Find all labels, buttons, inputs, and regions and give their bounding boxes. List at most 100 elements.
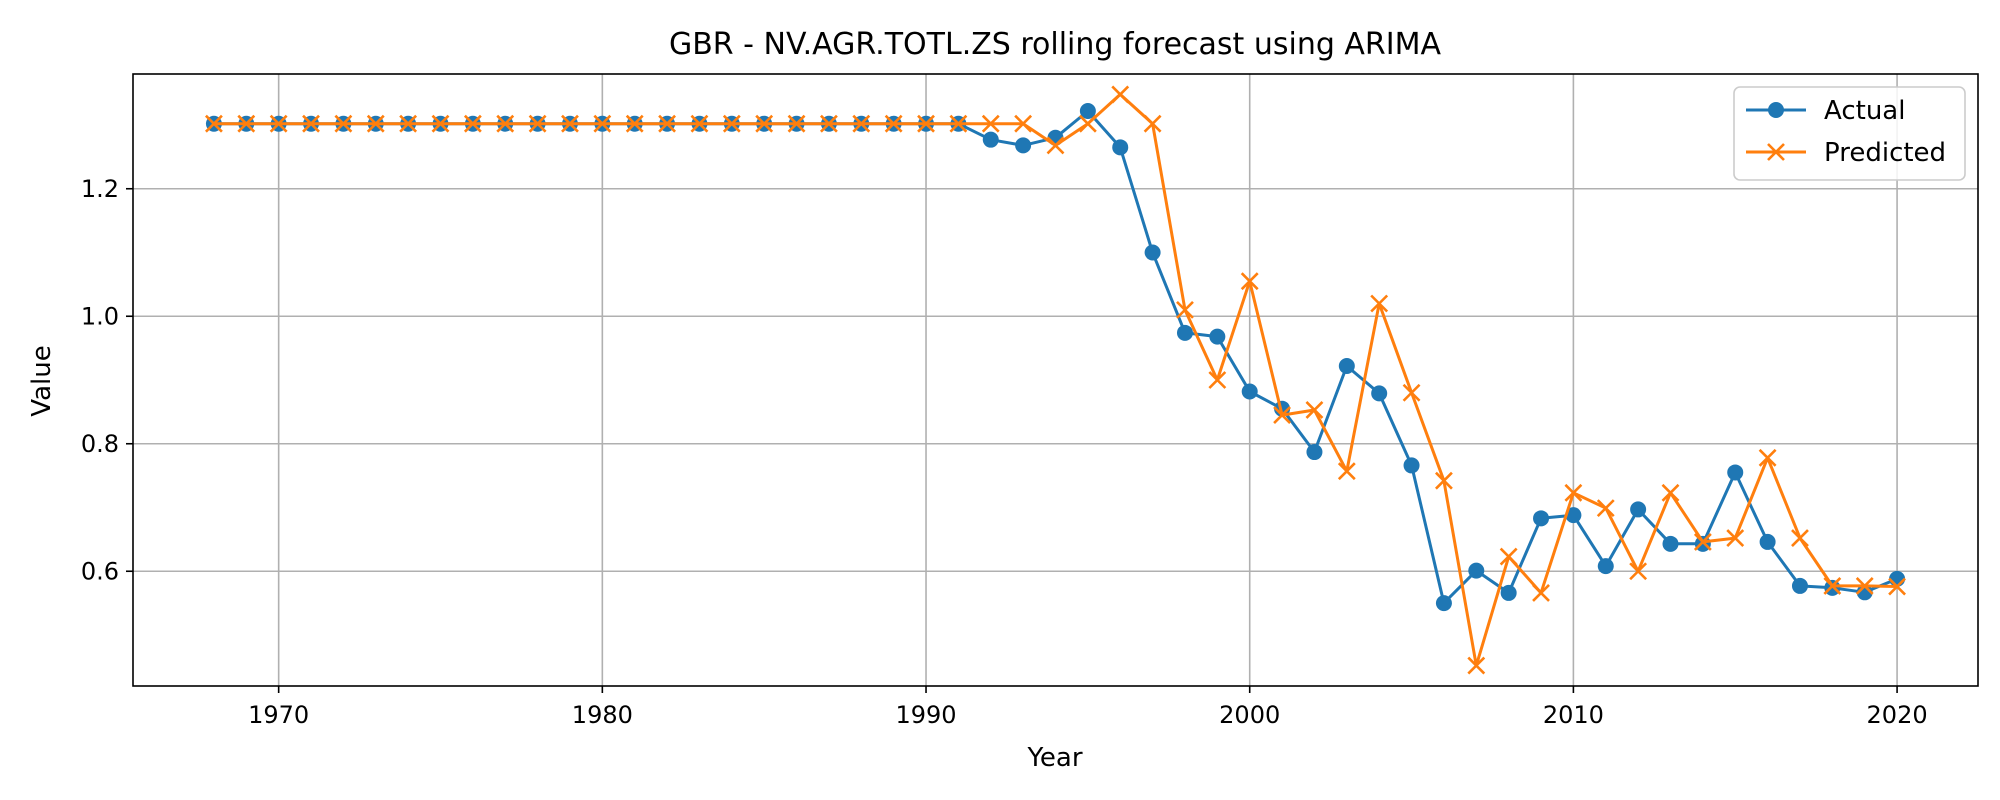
predicted-point [1596, 499, 1615, 518]
actual-point [1759, 533, 1776, 550]
actual-point [1468, 562, 1485, 579]
predicted-point [334, 114, 353, 133]
actual-point [1403, 457, 1420, 474]
y-tick-label: 0.6 [81, 557, 119, 585]
actual-point [1371, 385, 1388, 402]
y-axis: 0.6 0.8 1.0 1.2 [81, 175, 133, 585]
legend-actual-marker [1768, 102, 1784, 118]
chart-title: GBR - NV.AGR.TOTL.ZS rolling forecast us… [669, 27, 1442, 62]
predicted-point [658, 114, 676, 133]
actual-point [1824, 579, 1841, 596]
actual-point [982, 131, 999, 148]
actual-point [1079, 102, 1096, 119]
predicted-point [237, 114, 256, 133]
predicted-point [1014, 114, 1033, 133]
predicted-point [1143, 114, 1162, 133]
predicted-point [755, 114, 774, 133]
y-tick-label: 1.0 [81, 302, 119, 330]
predicted-point [1726, 529, 1745, 548]
predicted-point [722, 114, 741, 133]
x-tick-label: 2000 [1219, 701, 1280, 729]
actual-point [1241, 383, 1258, 400]
actual-point [1662, 535, 1679, 552]
predicted-point [1693, 533, 1712, 551]
predicted-point [1791, 529, 1809, 548]
actual-point [1597, 558, 1614, 575]
x-axis: 1970 1980 1990 2000 2010 2020 [248, 686, 1928, 729]
predicted-point [205, 114, 223, 133]
actual-point [1694, 535, 1711, 552]
y-tick-label: 0.8 [81, 430, 119, 458]
x-axis-label: Year [1026, 743, 1082, 773]
predicted-point [1078, 114, 1097, 133]
predicted-point [399, 114, 418, 133]
x-tick-label: 2020 [1867, 701, 1928, 729]
x-tick-label: 1970 [248, 701, 309, 729]
predicted-point [820, 114, 838, 133]
predicted-point [1823, 576, 1842, 595]
y-tick-label: 1.2 [81, 175, 119, 203]
actual-point [1791, 577, 1808, 594]
actual-point [1727, 464, 1744, 481]
actual-point [1338, 357, 1355, 374]
actual-point [1015, 137, 1032, 154]
predicted-point [1402, 383, 1421, 402]
predicted-point [690, 114, 709, 133]
legend-predicted-marker [1767, 143, 1785, 161]
predicted-point [561, 114, 579, 133]
predicted-point [917, 114, 935, 133]
predicted-point [1046, 136, 1065, 155]
actual-point [1435, 595, 1452, 612]
predicted-point [1888, 577, 1906, 596]
x-tick-label: 1990 [895, 701, 956, 729]
actual-series-line [213, 109, 1898, 605]
predicted-point [1273, 406, 1291, 424]
predicted-point [1629, 562, 1648, 581]
predicted-point [302, 114, 320, 133]
predicted-point [366, 114, 385, 133]
predicted-point [1240, 272, 1259, 291]
predicted-point [1337, 462, 1356, 481]
predicted-point [1499, 547, 1518, 566]
predicted-point [884, 114, 903, 133]
actual-point [1209, 328, 1226, 345]
y-axis-label: Value [27, 345, 57, 416]
predicted-point [528, 114, 547, 133]
predicted-point [852, 114, 871, 133]
grid-lines [133, 74, 1978, 686]
series-lines [205, 85, 1906, 675]
predicted-point [787, 114, 806, 133]
predicted-point [1208, 371, 1227, 389]
predicted-point [1305, 401, 1324, 419]
predicted-point [269, 114, 288, 133]
predicted-point [1758, 448, 1777, 467]
predicted-point [1532, 584, 1550, 602]
actual-point [1630, 501, 1647, 518]
predicted-point [431, 114, 450, 133]
actual-point [1176, 324, 1193, 341]
actual-point [1112, 139, 1129, 156]
predicted-point [1435, 471, 1453, 490]
predicted-point [1661, 483, 1680, 502]
actual-point [1565, 507, 1582, 524]
predicted-point [949, 114, 968, 133]
actual-point [1500, 584, 1517, 601]
legend: Actual Predicted [1733, 86, 1966, 181]
predicted-point [593, 114, 612, 133]
predicted-series-line [213, 92, 1898, 668]
predicted-point [463, 114, 482, 133]
predicted-point [1176, 300, 1194, 319]
predicted-point [1564, 483, 1583, 502]
legend-predicted-label: Predicted [1824, 138, 1946, 168]
predicted-point [1370, 294, 1389, 313]
x-tick-label: 1980 [572, 701, 633, 729]
predicted-point [625, 114, 644, 133]
actual-point [1889, 570, 1906, 587]
plot-frame [132, 73, 1979, 687]
actual-point [1306, 444, 1323, 461]
x-tick-label: 2010 [1543, 701, 1604, 729]
predicted-point [981, 114, 1000, 133]
actual-point [1144, 244, 1161, 261]
actual-point [1533, 510, 1550, 527]
